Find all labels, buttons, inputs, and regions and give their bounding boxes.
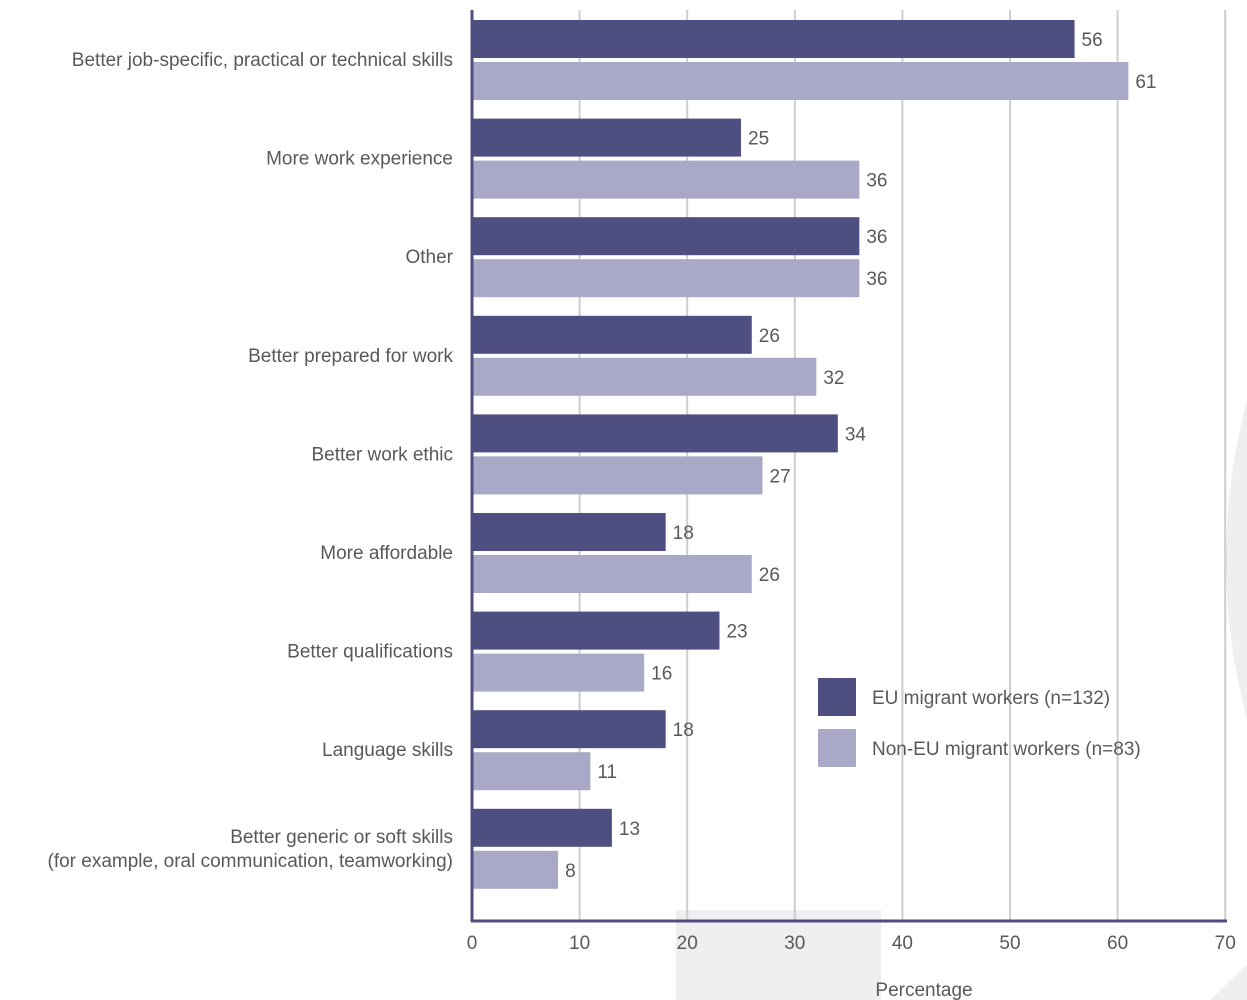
bar-non-eu-5: [472, 555, 752, 593]
value-label-non-eu-0: 61: [1135, 72, 1156, 93]
legend: EU migrant workers (n=132) Non-EU migrant…: [818, 678, 1141, 767]
bar-eu-6: [472, 611, 720, 650]
value-label-eu-2: 36: [866, 227, 887, 248]
bar-non-eu-6: [472, 653, 645, 692]
bar-non-eu-1: [472, 160, 860, 199]
category-label-8-line1: (for example, oral communication, teamwo…: [48, 851, 454, 872]
category-label-0: Better job-specific, practical or techni…: [72, 50, 453, 71]
category-label-3: Better prepared for work: [248, 346, 453, 367]
value-label-non-eu-7: 11: [597, 762, 617, 783]
bar-eu-7: [472, 710, 666, 749]
bar-non-eu-4: [472, 456, 763, 495]
value-label-eu-5: 18: [673, 523, 694, 544]
value-label-eu-7: 18: [673, 720, 694, 741]
x-axis-title: Percentage: [875, 980, 972, 1000]
value-labels: 56 61 25 36 36 36 26 32 34 27 18 26 23 16 18 11 13 8: [565, 30, 1156, 882]
bar-eu-2: [472, 217, 860, 256]
value-label-non-eu-2: 36: [866, 269, 887, 290]
category-label-6: Better qualifications: [287, 642, 453, 663]
category-label-7: Language skills: [322, 740, 453, 761]
x-tick-30: 30: [784, 933, 805, 954]
bar-eu-4: [472, 414, 838, 453]
x-tick-40: 40: [892, 933, 913, 954]
x-tick-70: 70: [1215, 933, 1236, 954]
x-tick-labels: 0 10 20 30 40 50 60 70: [467, 933, 1236, 954]
decor-arc: [1226, 400, 1247, 720]
bar-non-eu-0: [472, 62, 1129, 100]
x-tick-50: 50: [999, 933, 1020, 954]
legend-swatch-eu: [818, 678, 856, 716]
bar-non-eu-7: [472, 752, 591, 791]
bar-non-eu-3: [472, 357, 817, 396]
bars: [472, 20, 1129, 889]
legend-label-non-eu: Non-EU migrant workers (n=83): [872, 739, 1141, 760]
bar-eu-5: [472, 513, 666, 551]
value-label-non-eu-5: 26: [759, 565, 780, 586]
bar-non-eu-8: [472, 850, 559, 889]
category-labels: Better job-specific, practical or techni…: [48, 50, 454, 872]
decor-block: [676, 910, 881, 1000]
decor-corner: [1210, 965, 1247, 1000]
legend-label-eu: EU migrant workers (n=132): [872, 688, 1110, 709]
bar-eu-0: [472, 20, 1075, 58]
value-label-eu-1: 25: [748, 129, 769, 150]
value-label-non-eu-1: 36: [866, 171, 887, 192]
category-label-2: Other: [405, 247, 453, 268]
x-tick-10: 10: [569, 933, 590, 954]
category-label-4: Better work ethic: [312, 444, 454, 465]
bar-non-eu-2: [472, 259, 860, 298]
axes: [470, 10, 1227, 923]
bar-eu-3: [472, 315, 752, 354]
value-label-non-eu-3: 32: [823, 368, 844, 389]
value-label-eu-6: 23: [726, 622, 747, 643]
value-label-eu-4: 34: [845, 424, 867, 445]
x-tick-20: 20: [677, 933, 698, 954]
value-label-non-eu-6: 16: [651, 664, 672, 685]
bar-eu-8: [472, 808, 612, 847]
value-label-eu-0: 56: [1082, 30, 1103, 51]
background-decoration: [676, 400, 1247, 1000]
category-label-5: More affordable: [320, 543, 453, 564]
value-label-non-eu-4: 27: [770, 466, 791, 487]
category-label-1: More work experience: [266, 149, 453, 170]
value-label-eu-3: 26: [759, 326, 780, 347]
category-label-8-line0: Better generic or soft skills: [230, 827, 453, 848]
x-tick-60: 60: [1107, 933, 1128, 954]
legend-swatch-non-eu: [818, 729, 856, 767]
bar-eu-1: [472, 118, 741, 157]
x-tick-0: 0: [467, 933, 478, 954]
value-label-eu-8: 13: [619, 819, 640, 840]
value-label-non-eu-8: 8: [565, 861, 576, 882]
